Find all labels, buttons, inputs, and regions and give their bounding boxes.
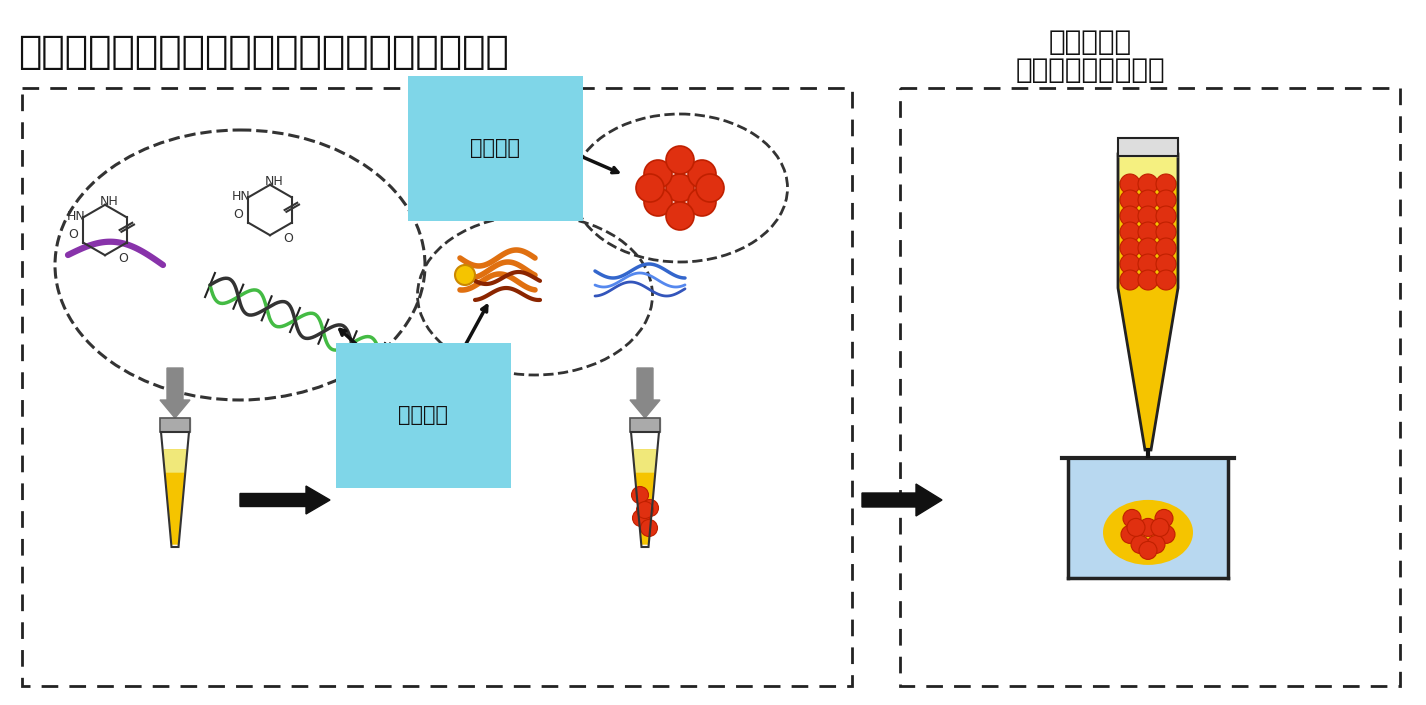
Polygon shape <box>240 486 329 514</box>
Circle shape <box>1156 254 1176 274</box>
Circle shape <box>455 265 475 285</box>
Circle shape <box>633 510 649 527</box>
Text: 万能細胞を: 万能細胞を <box>1048 28 1132 56</box>
Polygon shape <box>630 418 660 432</box>
Circle shape <box>640 520 657 537</box>
Circle shape <box>1156 270 1176 290</box>
Polygon shape <box>1118 154 1178 180</box>
Circle shape <box>1119 238 1139 258</box>
Circle shape <box>645 160 672 188</box>
Circle shape <box>642 500 659 517</box>
Circle shape <box>687 160 716 188</box>
Circle shape <box>666 202 694 230</box>
Circle shape <box>1119 254 1139 274</box>
Circle shape <box>666 146 694 174</box>
Text: 万能細胞: 万能細胞 <box>471 138 520 158</box>
Circle shape <box>1119 206 1139 226</box>
Circle shape <box>696 174 724 202</box>
Circle shape <box>1138 238 1158 258</box>
Circle shape <box>632 486 649 503</box>
Circle shape <box>1156 206 1176 226</box>
Circle shape <box>645 188 672 216</box>
Circle shape <box>1127 518 1145 537</box>
Circle shape <box>1138 190 1158 210</box>
Circle shape <box>1156 525 1175 544</box>
Text: 変化因子と共に印刷: 変化因子と共に印刷 <box>1015 56 1165 84</box>
Circle shape <box>1138 174 1158 194</box>
Polygon shape <box>1068 458 1228 578</box>
Circle shape <box>1138 222 1158 242</box>
Polygon shape <box>861 484 943 516</box>
Circle shape <box>1124 510 1141 527</box>
Text: HN: HN <box>232 190 251 203</box>
Polygon shape <box>630 368 660 418</box>
Circle shape <box>1119 190 1139 210</box>
Circle shape <box>1119 270 1139 290</box>
Polygon shape <box>164 450 185 472</box>
Circle shape <box>1156 190 1176 210</box>
Text: 万能細胞を心筋細胞に変える変改因子を加える: 万能細胞を心筋細胞に変える変改因子を加える <box>19 33 509 71</box>
Polygon shape <box>635 450 656 544</box>
Polygon shape <box>164 450 185 544</box>
Polygon shape <box>1118 138 1178 156</box>
Text: O: O <box>234 208 244 221</box>
Text: HN: HN <box>67 210 86 223</box>
Text: O: O <box>284 233 292 245</box>
Circle shape <box>1119 222 1139 242</box>
Circle shape <box>1131 535 1149 553</box>
Circle shape <box>687 188 716 216</box>
Circle shape <box>1121 525 1139 544</box>
Circle shape <box>1138 254 1158 274</box>
Circle shape <box>1119 174 1139 194</box>
Text: O: O <box>118 252 128 265</box>
Text: NH: NH <box>265 175 284 188</box>
Circle shape <box>1138 270 1158 290</box>
Text: 変化因子: 変化因子 <box>398 405 448 425</box>
Circle shape <box>1151 518 1169 537</box>
Circle shape <box>1139 541 1156 559</box>
Circle shape <box>1156 174 1176 194</box>
Polygon shape <box>635 450 656 472</box>
Circle shape <box>1138 206 1158 226</box>
Circle shape <box>636 174 665 202</box>
Text: O: O <box>68 228 78 241</box>
Circle shape <box>1147 535 1165 553</box>
Circle shape <box>1156 238 1176 258</box>
Polygon shape <box>1118 154 1178 450</box>
Text: NH: NH <box>100 195 118 208</box>
Polygon shape <box>160 418 190 432</box>
Circle shape <box>1155 510 1174 527</box>
Ellipse shape <box>1102 500 1194 565</box>
Circle shape <box>636 501 653 518</box>
Circle shape <box>666 174 694 202</box>
Polygon shape <box>160 368 190 418</box>
Polygon shape <box>161 432 190 547</box>
Polygon shape <box>630 432 659 547</box>
Circle shape <box>1156 222 1176 242</box>
Circle shape <box>1139 518 1156 537</box>
